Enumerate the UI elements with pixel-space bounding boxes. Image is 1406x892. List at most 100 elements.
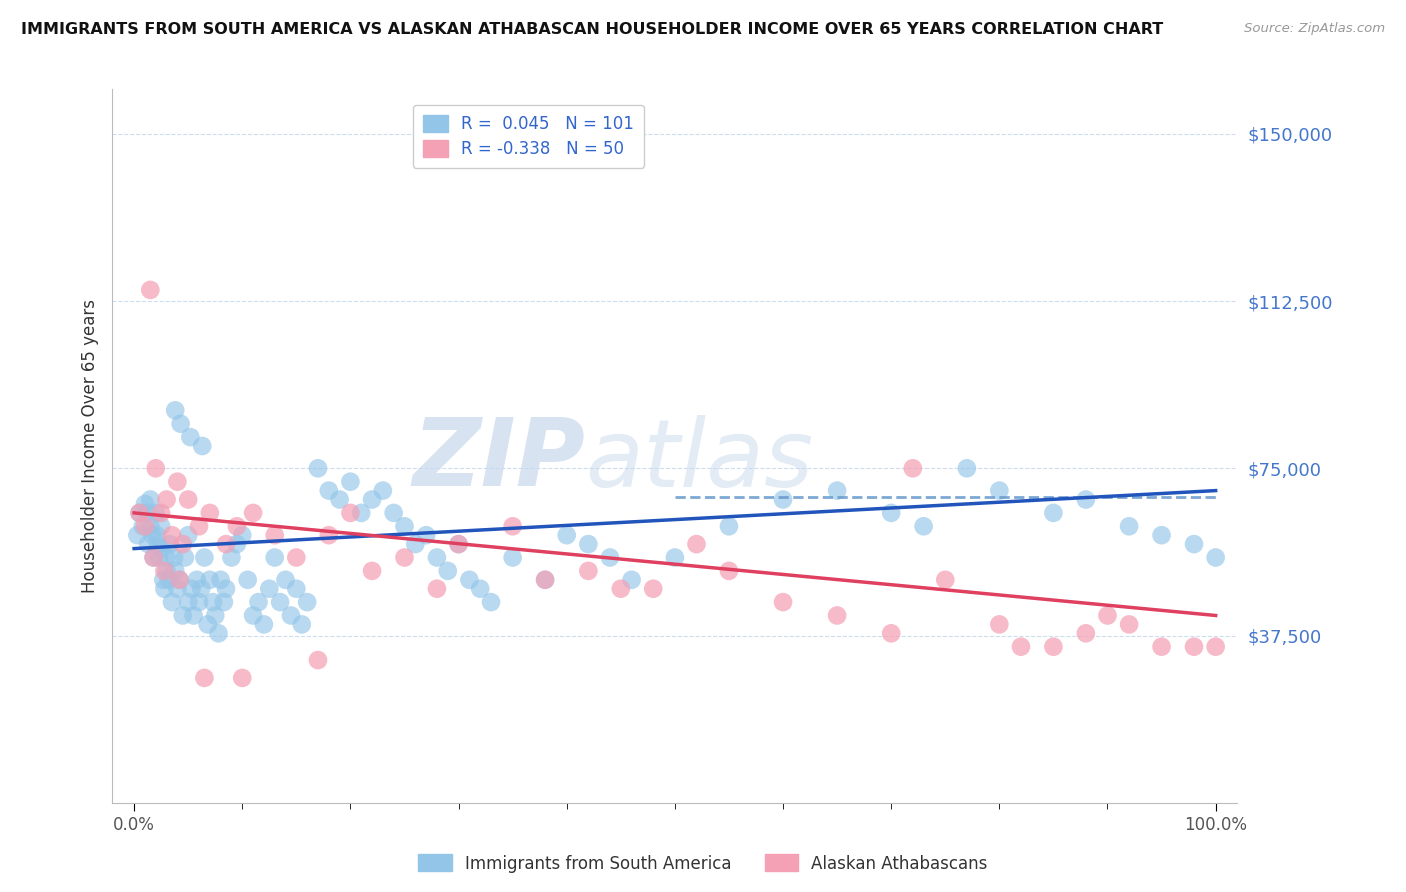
Point: [139, 492, 162, 507]
Point: [160, 595, 183, 609]
Point: [174, 550, 197, 565]
Point: [165, 564, 187, 578]
Point: [165, 403, 187, 417]
Point: [177, 492, 200, 507]
Point: [825, 483, 848, 498]
Point: [202, 595, 225, 609]
Point: [880, 506, 903, 520]
Point: [152, 573, 174, 587]
Point: [470, 582, 492, 596]
Point: [128, 506, 150, 520]
Point: [142, 550, 165, 565]
Point: [350, 506, 373, 520]
Point: [394, 550, 416, 565]
Point: [145, 506, 167, 520]
Text: atlas: atlas: [585, 415, 813, 506]
Point: [269, 595, 291, 609]
Point: [772, 595, 794, 609]
Point: [880, 626, 903, 640]
Point: [183, 608, 205, 623]
Point: [772, 492, 794, 507]
Point: [172, 537, 194, 551]
Point: [253, 617, 276, 632]
Point: [155, 492, 177, 507]
Point: [155, 550, 177, 565]
Point: [207, 626, 229, 640]
Text: Source: ZipAtlas.com: Source: ZipAtlas.com: [1244, 22, 1385, 36]
Point: [1150, 640, 1173, 654]
Point: [382, 506, 405, 520]
Point: [215, 537, 238, 551]
Point: [157, 573, 180, 587]
Point: [1205, 550, 1227, 565]
Point: [160, 528, 183, 542]
Point: [139, 283, 162, 297]
Point: [193, 550, 215, 565]
Point: [912, 519, 935, 533]
Point: [127, 528, 149, 542]
Point: [153, 564, 176, 578]
Point: [190, 582, 212, 596]
Point: [136, 537, 159, 551]
Point: [1182, 640, 1205, 654]
Point: [1205, 640, 1227, 654]
Point: [212, 595, 235, 609]
Point: [231, 528, 253, 542]
Point: [339, 506, 361, 520]
Point: [150, 541, 173, 556]
Point: [134, 497, 156, 511]
Point: [307, 461, 329, 475]
Point: [295, 595, 318, 609]
Point: [394, 519, 416, 533]
Point: [263, 550, 285, 565]
Point: [198, 506, 221, 520]
Point: [318, 483, 340, 498]
Point: [415, 528, 437, 542]
Point: [285, 582, 308, 596]
Point: [145, 461, 167, 475]
Point: [1010, 640, 1032, 654]
Point: [177, 528, 200, 542]
Point: [221, 550, 243, 565]
Point: [1042, 640, 1064, 654]
Point: [146, 528, 169, 542]
Point: [198, 573, 221, 587]
Point: [215, 582, 238, 596]
Point: [134, 519, 156, 533]
Point: [361, 492, 384, 507]
Point: [1182, 537, 1205, 551]
Point: [191, 439, 214, 453]
Point: [169, 573, 191, 587]
Point: [242, 506, 264, 520]
Point: [169, 417, 191, 431]
Point: [186, 573, 208, 587]
Point: [197, 617, 219, 632]
Point: [371, 483, 394, 498]
Text: IMMIGRANTS FROM SOUTH AMERICA VS ALASKAN ATHABASCAN HOUSEHOLDER INCOME OVER 65 Y: IMMIGRANTS FROM SOUTH AMERICA VS ALASKAN…: [21, 22, 1163, 37]
Point: [426, 550, 449, 565]
Legend: R =  0.045   N = 101, R = -0.338   N = 50: R = 0.045 N = 101, R = -0.338 N = 50: [413, 104, 644, 168]
Point: [901, 461, 924, 475]
Point: [188, 595, 211, 609]
Point: [225, 537, 247, 551]
Point: [142, 550, 165, 565]
Point: [610, 582, 633, 596]
Point: [193, 671, 215, 685]
Point: [956, 461, 979, 475]
Point: [291, 617, 314, 632]
Point: [447, 537, 470, 551]
Point: [318, 528, 340, 542]
Point: [685, 537, 707, 551]
Point: [576, 564, 599, 578]
Point: [339, 475, 361, 489]
Point: [136, 506, 159, 520]
Point: [132, 519, 155, 533]
Point: [1074, 626, 1097, 640]
Point: [307, 653, 329, 667]
Point: [236, 573, 259, 587]
Point: [169, 573, 191, 587]
Point: [988, 483, 1011, 498]
Point: [166, 475, 188, 489]
Point: [159, 537, 181, 551]
Point: [620, 573, 643, 587]
